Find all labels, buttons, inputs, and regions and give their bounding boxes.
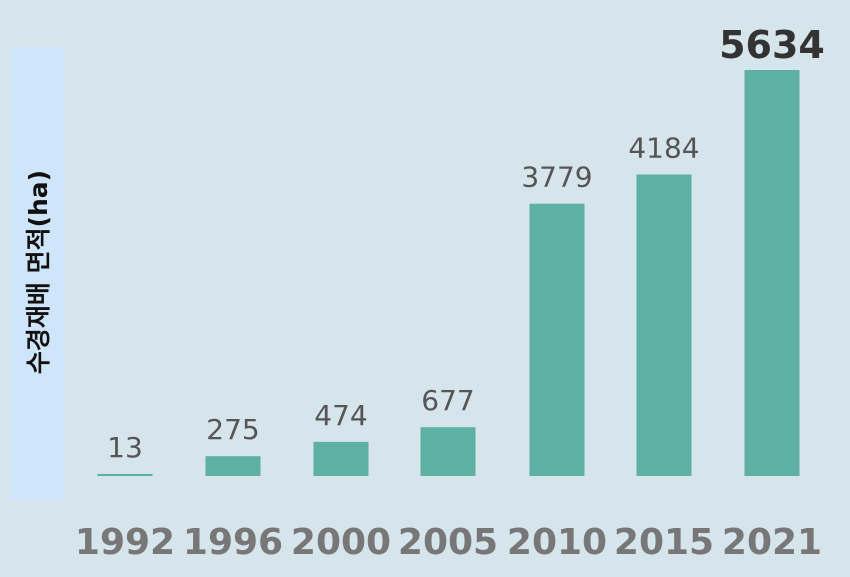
data-label-1992: 13 (107, 431, 143, 464)
data-label-2021: 5634 (719, 23, 825, 67)
bar-2005 (421, 427, 476, 476)
bar-2015 (637, 174, 692, 476)
data-label-2015: 4184 (628, 131, 699, 164)
x-tick-2000: 2000 (291, 522, 391, 563)
bar-2010 (530, 204, 585, 476)
data-label-2005: 677 (421, 384, 474, 417)
x-tick-2005: 2005 (398, 522, 498, 563)
data-label-1996: 275 (206, 413, 259, 446)
data-label-2000: 474 (314, 399, 367, 432)
bar-1992 (98, 474, 153, 476)
x-tick-1996: 1996 (183, 522, 283, 563)
x-tick-2015: 2015 (614, 522, 714, 563)
bar-1996 (206, 456, 261, 476)
x-tick-2010: 2010 (507, 522, 607, 563)
data-label-2010: 3779 (521, 161, 592, 194)
bar-2021 (745, 70, 800, 476)
bar-2000 (314, 442, 369, 476)
x-tick-1992: 1992 (75, 522, 175, 563)
x-tick-2021: 2021 (722, 522, 822, 563)
